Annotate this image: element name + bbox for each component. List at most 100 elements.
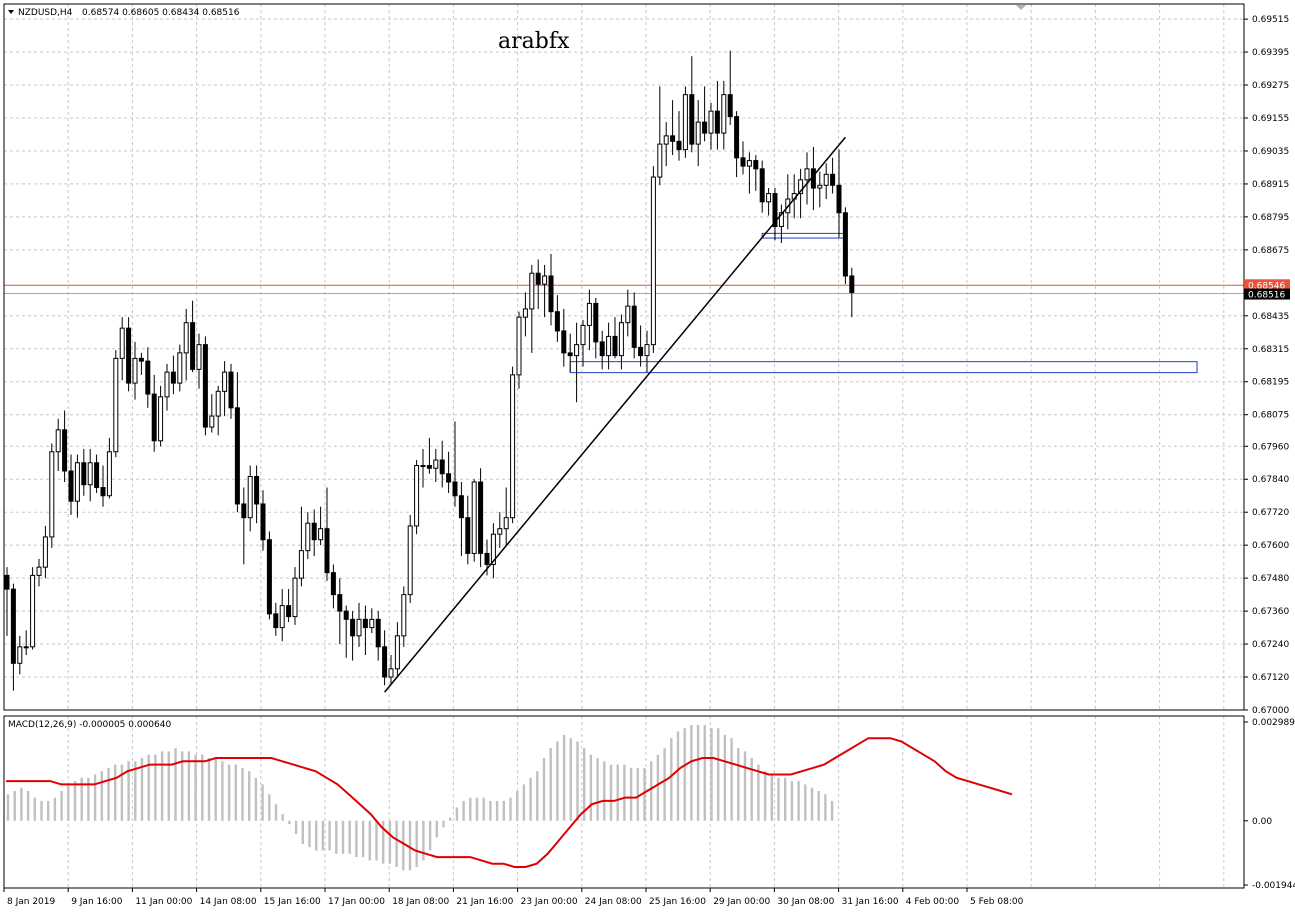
candle-bull bbox=[49, 451, 55, 538]
candle-bear bbox=[759, 168, 765, 203]
drawn-objects bbox=[384, 136, 846, 693]
price-tick-label: 0.68675 bbox=[1252, 246, 1289, 256]
ask-price-label: 0.68546 bbox=[1248, 281, 1285, 291]
time-label: 11 Jan 00:00 bbox=[135, 897, 192, 907]
price-tick-label: 0.69155 bbox=[1252, 114, 1289, 124]
time-label: 24 Jan 08:00 bbox=[585, 897, 642, 907]
time-label: 18 Jan 08:00 bbox=[392, 897, 449, 907]
candle-bear bbox=[126, 327, 132, 384]
candle-bull bbox=[721, 94, 727, 134]
candle-bull bbox=[650, 176, 656, 346]
candle-bear bbox=[241, 503, 247, 519]
candles bbox=[4, 50, 855, 691]
candle-bull bbox=[574, 344, 580, 357]
candle-bear bbox=[62, 429, 68, 472]
price-tick-label: 0.68315 bbox=[1252, 345, 1289, 355]
price-tick-label: 0.67840 bbox=[1252, 475, 1289, 485]
candle-bear bbox=[337, 594, 343, 612]
candle-bull bbox=[17, 646, 23, 664]
ohlc-values: 0.68574 0.68605 0.68434 0.68516 bbox=[82, 8, 240, 18]
trendline bbox=[384, 136, 846, 693]
time-label: 21 Jan 16:00 bbox=[456, 897, 513, 907]
candle-bull bbox=[106, 451, 112, 497]
time-label: 17 Jan 00:00 bbox=[328, 897, 385, 907]
candle-bull bbox=[490, 533, 496, 565]
candle-bear bbox=[567, 352, 573, 357]
candle-bear bbox=[273, 613, 279, 629]
candle-bull bbox=[542, 275, 548, 285]
candle-bull bbox=[113, 357, 119, 453]
candle-bull bbox=[663, 135, 669, 145]
candle-bear bbox=[631, 305, 637, 348]
candle-bear bbox=[190, 322, 196, 370]
candle-bear bbox=[593, 302, 599, 343]
candle-bull bbox=[183, 322, 189, 354]
candle-bear bbox=[446, 473, 452, 483]
candle-bear bbox=[830, 173, 836, 186]
candle-bear bbox=[452, 481, 458, 497]
candle-bear bbox=[350, 618, 356, 637]
price-tick-label: 0.67240 bbox=[1252, 640, 1289, 650]
candle-bull bbox=[529, 272, 535, 310]
candle-bear bbox=[311, 522, 317, 541]
collapse-triangle-icon[interactable] bbox=[8, 10, 14, 14]
candle-bear bbox=[734, 116, 740, 159]
candle-bear bbox=[145, 360, 151, 395]
candle-bull bbox=[798, 179, 804, 195]
candle-bear bbox=[228, 371, 234, 409]
candle-bull bbox=[420, 465, 426, 468]
candle-bear bbox=[548, 275, 554, 313]
price-tick-label: 0.69275 bbox=[1252, 81, 1289, 91]
candle-bear bbox=[375, 618, 381, 648]
candle-bear bbox=[100, 486, 106, 497]
time-label: 15 Jan 16:00 bbox=[264, 897, 321, 907]
candle-bull bbox=[305, 522, 311, 552]
candle-bear bbox=[286, 605, 292, 618]
candle-bull bbox=[510, 374, 516, 519]
candle-bull bbox=[196, 344, 202, 370]
candle-bull bbox=[516, 316, 522, 376]
candle-bull bbox=[823, 173, 829, 186]
candle-bull bbox=[247, 475, 253, 519]
candle-bear bbox=[612, 335, 618, 357]
candle-bull bbox=[164, 371, 170, 398]
macd-tick-label: 0.00 bbox=[1252, 817, 1272, 827]
shift-marker-icon[interactable] bbox=[1016, 5, 1026, 10]
candle-bear bbox=[554, 311, 560, 332]
candle-bull bbox=[279, 605, 285, 629]
candle-bull bbox=[132, 357, 138, 384]
candle-bull bbox=[433, 459, 439, 469]
candle-bear bbox=[561, 330, 567, 354]
candle-bear bbox=[689, 94, 695, 145]
candle-bull bbox=[618, 322, 624, 357]
macd-panel bbox=[6, 724, 1013, 871]
macd-tick-label: 0.002989 bbox=[1252, 718, 1295, 728]
symbol-label: NZDUSD,H4 bbox=[18, 8, 73, 18]
candle-bull bbox=[388, 668, 394, 678]
axes: 0.69515 0.69395 0.69275 0.69155 0.69035 0.689… bbox=[3, 3, 1295, 907]
candle-bear bbox=[638, 346, 644, 357]
candle-bull bbox=[356, 618, 362, 637]
candle-bear bbox=[599, 341, 605, 357]
candle-bull bbox=[292, 577, 298, 618]
candle-bull bbox=[503, 517, 509, 530]
candle-bull bbox=[55, 429, 61, 453]
candle-bear bbox=[382, 646, 388, 678]
candle-bull bbox=[36, 566, 42, 576]
candle-bear bbox=[10, 588, 16, 664]
time-label: 8 Jan 2019 bbox=[7, 897, 55, 907]
macd-frame bbox=[3, 715, 1245, 889]
candle-bull bbox=[177, 352, 183, 384]
candle-bear bbox=[266, 539, 272, 615]
candle-bull bbox=[42, 536, 48, 568]
candle-bear bbox=[842, 212, 848, 277]
candle-bull bbox=[401, 594, 407, 637]
candle-bear bbox=[362, 618, 368, 629]
candle-bull bbox=[414, 465, 420, 527]
candle-bear bbox=[324, 528, 330, 574]
candle-bull bbox=[318, 528, 324, 541]
main-frame bbox=[3, 3, 1245, 711]
candle-bull bbox=[209, 415, 215, 428]
